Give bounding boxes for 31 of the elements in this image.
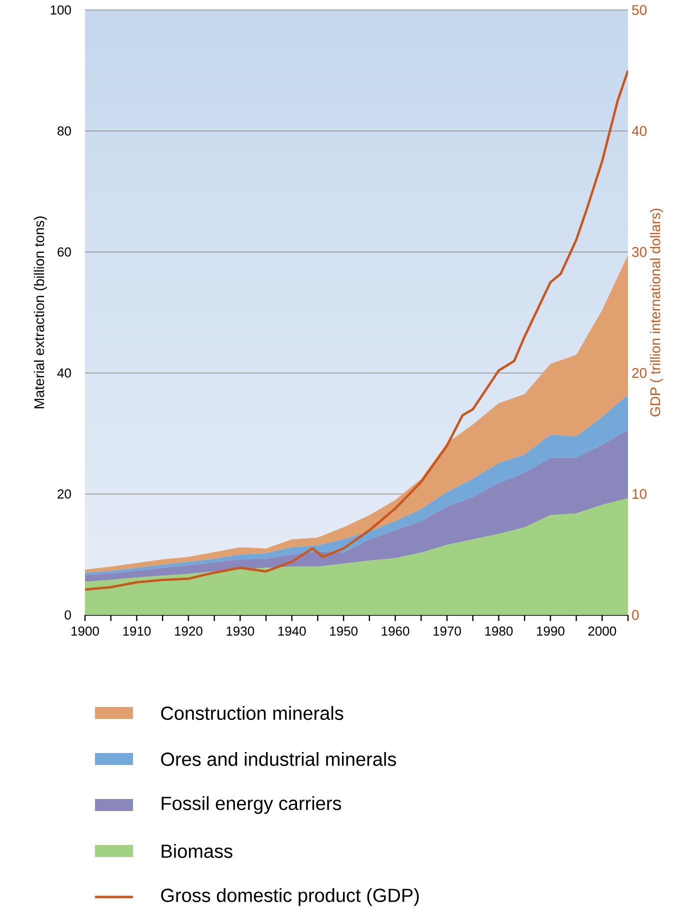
legend-label: Construction minerals: [161, 706, 344, 720]
y-tick-label: 0: [64, 610, 71, 620]
legend-label: Fossil energy carriers: [162, 796, 342, 814]
legend-label: Ores and industrial minerals: [161, 752, 396, 766]
y-tick-label: 40: [57, 368, 71, 378]
x-tick-label: 1990: [536, 626, 564, 636]
y2-tick-label: 40: [632, 126, 647, 136]
line-series: [85, 69, 628, 591]
x-tick-label: 1910: [123, 626, 151, 636]
x-tick-label: 1950: [330, 626, 358, 636]
x-tick-label: 1980: [485, 626, 513, 636]
y-axis-title: Material extraction (billion tons): [34, 216, 47, 408]
legend-label: Biomass: [162, 844, 232, 858]
x-tick-label: 1940: [278, 626, 306, 636]
legend-label: Gross domestic product (GDP): [161, 888, 419, 906]
x-tick-label: 2000: [588, 626, 616, 636]
y2-tick-label: 50: [632, 5, 647, 15]
y-tick-label: 80: [58, 126, 71, 136]
y-tick-label: 100: [50, 5, 71, 15]
y2-tick-label: 20: [632, 368, 647, 378]
y2-axis-title: GDP ( trillion international dollars): [650, 208, 664, 416]
x-tick-label: 1900: [72, 626, 99, 636]
x-tick-label: 1930: [226, 626, 254, 636]
y2-tick-label: 10: [632, 489, 647, 499]
y2-tick-label: 30: [632, 247, 647, 257]
y-tick-label: 60: [58, 247, 71, 257]
x-tick-label: 1970: [434, 626, 461, 636]
y2-tick-label: 0: [632, 610, 639, 620]
y-tick-label: 20: [58, 489, 71, 499]
x-tick-label: 1920: [174, 626, 202, 636]
x-tick-label: 1960: [382, 626, 410, 636]
